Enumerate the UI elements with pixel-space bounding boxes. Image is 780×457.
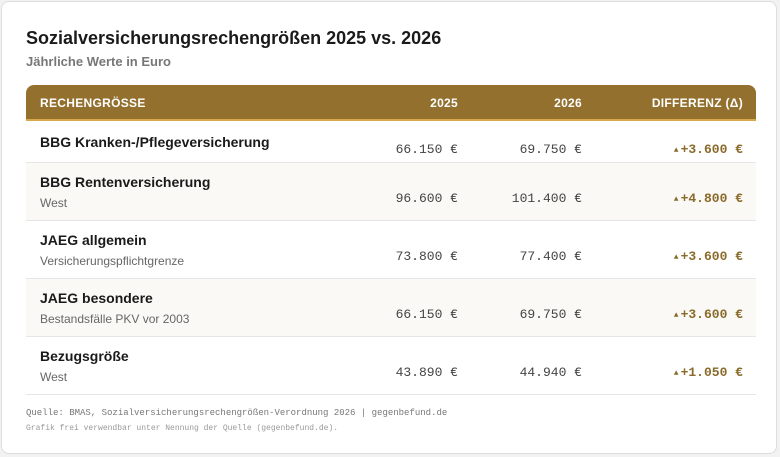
row-label: JAEG besondere xyxy=(40,290,153,306)
source: Quelle: BMAS, Sozialversicherungsrecheng… xyxy=(26,408,448,418)
note: Grafik frei verwendbar unter Nennung der… xyxy=(26,424,339,433)
value-2026: 77.400 € xyxy=(519,249,582,264)
subtitle: Jährliche Werte in Euro xyxy=(26,54,171,69)
table-body: BBG Kranken-/Pflegeversicherung 66.150 € 6… xyxy=(26,121,756,395)
value-2026: 69.750 € xyxy=(519,307,582,322)
title: Sozialversicherungsrechengrößen 2025 vs.… xyxy=(26,28,442,48)
column-header: 2025 xyxy=(430,96,458,110)
up-icon: ▲ xyxy=(673,369,679,378)
value-2026: 44.940 € xyxy=(519,365,582,380)
difference-value: +4.800 € xyxy=(680,191,743,206)
table-row: JAEG besondere Bestandsfälle PKV vor 2003… xyxy=(26,279,756,337)
row-label: BBG Kranken-/Pflegeversicherung xyxy=(40,134,270,150)
value-2026: 69.750 € xyxy=(519,142,582,157)
row-label: JAEG allgemein xyxy=(40,232,147,248)
up-icon: ▲ xyxy=(673,311,679,320)
difference: ▲ +3.600 € xyxy=(674,142,743,157)
difference-value: +3.600 € xyxy=(680,142,743,157)
value-2025: 96.600 € xyxy=(395,191,458,206)
table-row: JAEG allgemein Versicherungspflichtgrenze… xyxy=(26,221,756,279)
column-header: DIFFERENZ (Δ) xyxy=(651,96,743,110)
value-2025: 73.800 € xyxy=(395,249,458,264)
value-2025: 66.150 € xyxy=(395,307,458,322)
table-row: Bezugsgröße West 43.890 € 44.940 € ▲ +1.050 € xyxy=(26,337,756,395)
table: RECHENGRÖSSE 2025 2026 DIFFERENZ (Δ) BBG… xyxy=(26,85,756,395)
value-2026: 101.400 € xyxy=(511,191,582,206)
value-2025: 66.150 € xyxy=(395,142,458,157)
row-sublabel: Versicherungspflichtgrenze xyxy=(40,254,185,268)
row-sublabel: West xyxy=(40,196,68,210)
difference: ▲ +3.600 € xyxy=(674,249,743,264)
up-icon: ▲ xyxy=(673,253,679,262)
table-row: BBG Rentenversicherung West 96.600 € 101.40… xyxy=(26,163,756,221)
column-header: 2026 xyxy=(554,96,582,110)
table-row: BBG Kranken-/Pflegeversicherung 66.150 € 6… xyxy=(26,121,756,163)
up-icon: ▲ xyxy=(673,195,679,204)
row-label: BBG Rentenversicherung xyxy=(40,174,211,190)
difference: ▲ +3.600 € xyxy=(674,307,743,322)
table-header: RECHENGRÖSSE 2025 2026 DIFFERENZ (Δ) xyxy=(26,85,756,121)
row-label: Bezugsgröße xyxy=(40,348,129,364)
row-sublabel: West xyxy=(40,370,68,384)
difference-value: +3.600 € xyxy=(680,307,743,322)
difference: ▲ +1.050 € xyxy=(674,365,743,380)
difference-value: +3.600 € xyxy=(680,249,743,264)
value-2025: 43.890 € xyxy=(395,365,458,380)
up-icon: ▲ xyxy=(673,146,679,155)
column-header: RECHENGRÖSSE xyxy=(40,96,146,110)
row-sublabel: Bestandsfälle PKV vor 2003 xyxy=(40,312,190,326)
difference: ▲ +4.800 € xyxy=(674,191,743,206)
difference-value: +1.050 € xyxy=(680,365,743,380)
